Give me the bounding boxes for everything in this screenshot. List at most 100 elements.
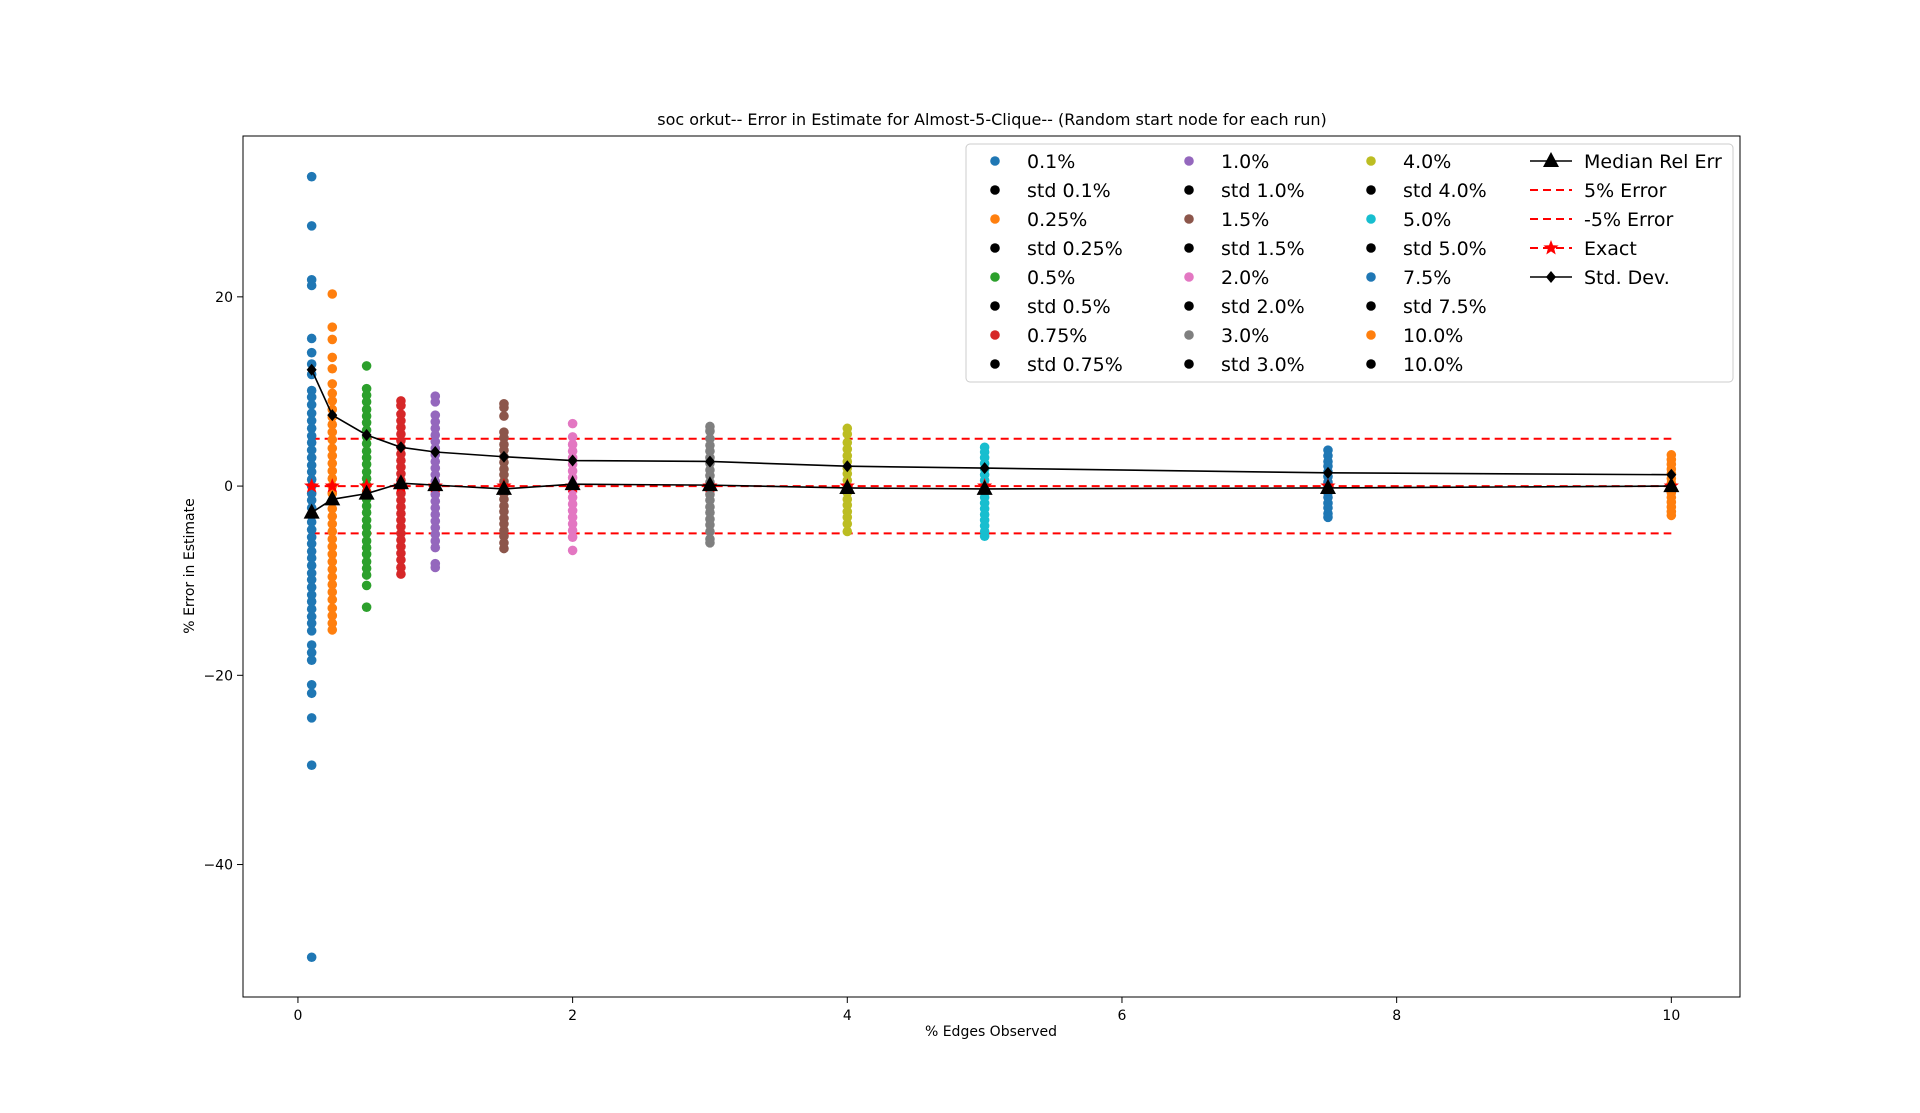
legend-label: Std. Dev.: [1584, 267, 1670, 289]
scatter-point: [396, 429, 406, 439]
x-tick-label: 4: [843, 1008, 852, 1024]
scatter-point: [361, 521, 372, 532]
scatter-point: [306, 488, 317, 499]
legend-entry: std 2.0%: [1184, 296, 1305, 318]
scatter-point: [361, 417, 372, 428]
scatter-point: [396, 449, 406, 459]
scatter-point: [306, 574, 317, 585]
scatter-point: [842, 526, 853, 537]
scatter-point: [430, 463, 441, 473]
scatter-point: [327, 434, 338, 445]
scatter-point: [430, 416, 441, 427]
legend-dot-marker: [990, 272, 1000, 282]
scatter-point: [705, 433, 715, 444]
legend-dot-marker: [1366, 214, 1376, 224]
scatter-point: [396, 535, 406, 545]
scatter-point: [361, 549, 372, 559]
scatter-point: [306, 546, 317, 557]
std-dev-line: [310, 369, 1672, 476]
scatter-point: [306, 640, 317, 650]
scatter-point: [306, 713, 317, 723]
std-dev-diamond-marker: [327, 409, 338, 422]
scatter-point: [430, 503, 441, 513]
median-triangle-marker: [701, 476, 718, 492]
scatter-point: [361, 501, 372, 511]
scatter-point: [306, 604, 317, 614]
legend-dot-marker: [990, 243, 1000, 253]
scatter-point: [430, 430, 441, 440]
scatter-point: [430, 436, 441, 447]
scatter-point: [396, 468, 406, 479]
legend-entry: std 0.5%: [990, 296, 1111, 318]
scatter-point: [327, 526, 338, 537]
scatter-point: [361, 459, 372, 470]
std-dev-diamond-marker: [1666, 468, 1677, 481]
scatter-point: [327, 451, 338, 461]
legend-entry: 1.5%: [1184, 209, 1269, 231]
legend-label: std 0.5%: [1027, 296, 1111, 318]
scatter-point: [499, 531, 509, 542]
scatter-point: [430, 489, 441, 500]
plot-area: [303, 171, 1680, 963]
legend-dot-marker: [1366, 272, 1376, 282]
scatter-point: [842, 429, 853, 439]
scatter-point: [327, 379, 338, 389]
legend-triangle-marker: [1543, 152, 1559, 167]
scatter-point: [361, 397, 372, 407]
scatter-point: [396, 435, 406, 446]
scatter-point: [306, 171, 317, 182]
scatter-point: [705, 446, 715, 456]
scatter-point: [361, 570, 372, 580]
median-triangle-marker: [564, 475, 581, 491]
scatter-point: [979, 531, 990, 542]
median-triangle-marker: [976, 479, 993, 495]
legend-label: 0.25%: [1027, 209, 1087, 231]
median-triangle-marker: [324, 490, 341, 506]
scatter-point: [567, 532, 578, 542]
scatter-point: [705, 526, 715, 537]
scatter-point: [396, 548, 406, 559]
scatter-point: [361, 361, 372, 371]
legend-entry: -5% Error: [1530, 209, 1674, 231]
scatter-point: [705, 470, 715, 481]
scatter-point: [361, 507, 372, 518]
legend-label: std 7.5%: [1403, 296, 1487, 318]
scatter-point: [306, 399, 317, 410]
legend-label: std 5.0%: [1403, 238, 1487, 260]
scatter-point: [306, 408, 317, 419]
exact-star-marker: [324, 478, 340, 493]
scatter-point: [306, 460, 317, 471]
std-dev-diamond-marker: [704, 455, 715, 468]
y-tick-label: −20: [203, 668, 233, 684]
scatter-point: [306, 415, 317, 426]
scatter-point: [361, 542, 372, 553]
scatter-point: [327, 603, 338, 613]
legend-diamond-marker: [1546, 271, 1556, 283]
std-dev-diamond-marker: [1322, 466, 1333, 479]
scatter-point: [327, 618, 338, 629]
scatter-point: [361, 438, 372, 449]
legend-label: 2.0%: [1221, 267, 1269, 289]
x-tick-label: 2: [568, 1008, 577, 1024]
scatter-point: [306, 611, 317, 622]
legend-label: 10.0%: [1403, 354, 1463, 376]
legend-dot-marker: [990, 301, 1000, 311]
scatter-point: [327, 289, 338, 299]
scatter-point: [327, 587, 338, 597]
legend: 0.1% std 0.1% 0.25% std 0.25% 0.5% std 0.5% 0.…: [965, 143, 1734, 383]
scatter-point: [361, 580, 372, 591]
median-triangle-marker: [427, 476, 444, 492]
scatter-point: [327, 322, 338, 332]
scatter-point: [567, 446, 578, 456]
scatter-point: [396, 508, 406, 519]
scatter-point: [396, 422, 406, 433]
legend-dot-marker: [990, 156, 1000, 166]
legend-dot-marker: [990, 185, 1000, 195]
legend-dot-marker: [990, 330, 1000, 340]
scatter-point: [430, 496, 441, 507]
legend-label: 10.0%: [1403, 325, 1463, 347]
legend-entry: 0.25%: [990, 209, 1087, 231]
legend-entry: std 1.5%: [1184, 238, 1305, 260]
scatter-point: [306, 655, 317, 665]
